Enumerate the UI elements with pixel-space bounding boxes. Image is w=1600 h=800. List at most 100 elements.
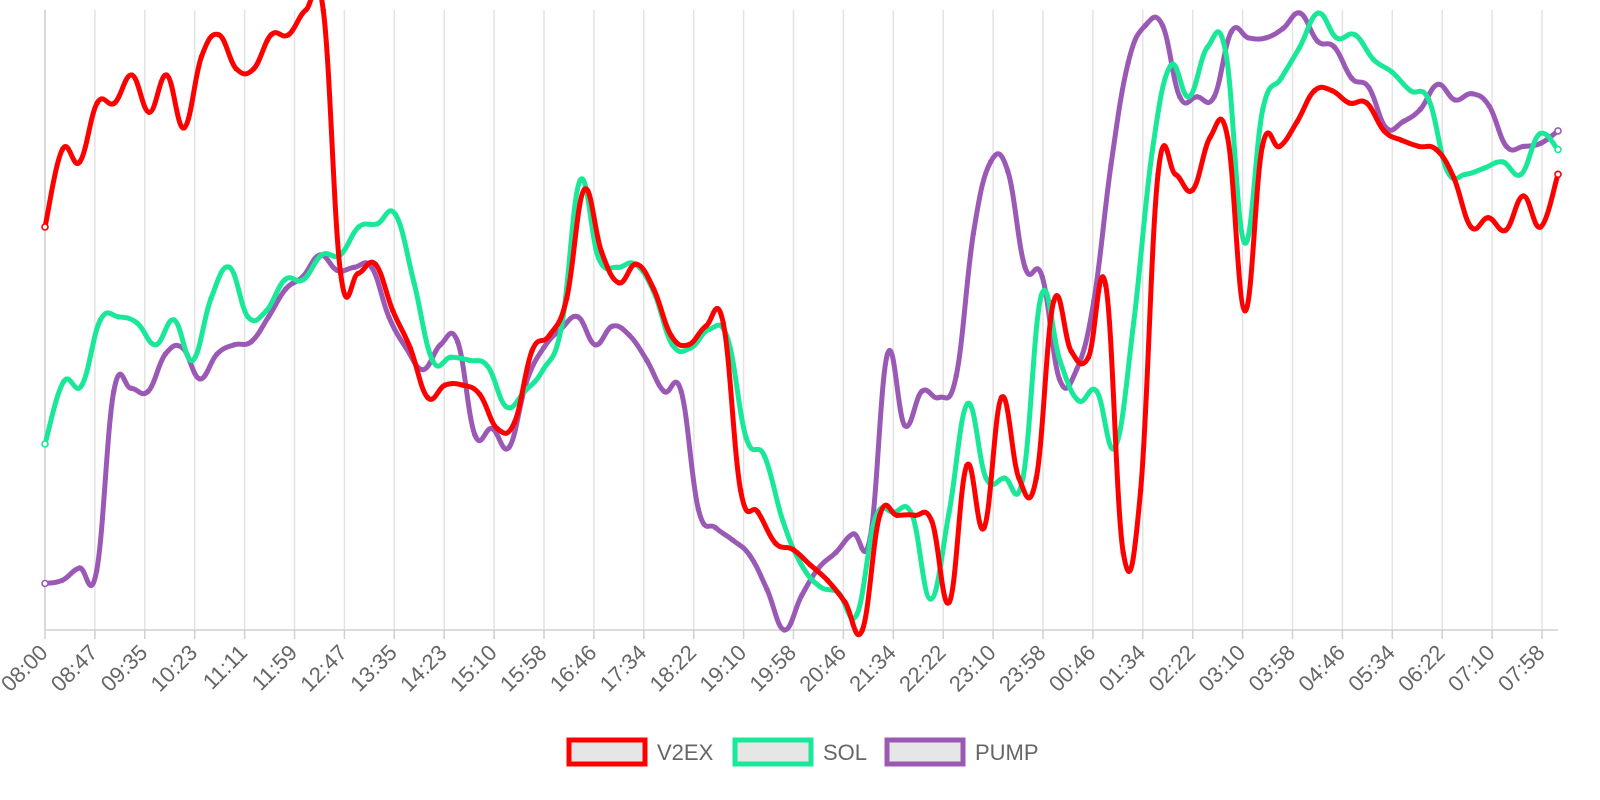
- data-point: [1137, 487, 1144, 494]
- x-tick-label: 07:10: [1443, 640, 1500, 697]
- data-point: [817, 583, 823, 590]
- data-point: [1314, 38, 1321, 44]
- data-point: [833, 549, 839, 556]
- data-point: [76, 565, 83, 571]
- data-point: [1085, 354, 1092, 360]
- data-point: [780, 518, 786, 525]
- data-point: [1242, 308, 1248, 314]
- legend-label: PUMP: [975, 740, 1039, 765]
- x-tick-label: 20:46: [794, 640, 851, 697]
- x-tick-label: 22:22: [894, 640, 951, 697]
- legend-item-pump[interactable]: PUMP: [884, 737, 1039, 767]
- data-point: [162, 351, 169, 357]
- data-point: [355, 270, 361, 277]
- data-point: [1056, 376, 1063, 382]
- data-point: [1538, 140, 1544, 147]
- data-point: [987, 159, 994, 165]
- legend-item-sol[interactable]: SOL: [732, 737, 867, 767]
- data-point: [669, 342, 676, 348]
- data-point: [494, 425, 500, 432]
- data-point: [41, 579, 49, 588]
- data-point: [964, 401, 971, 407]
- data-point: [1120, 549, 1126, 556]
- data-point: [859, 627, 866, 633]
- data-point: [1417, 106, 1424, 112]
- data-point: [1297, 10, 1303, 16]
- data-point: [111, 100, 118, 106]
- data-point: [79, 382, 85, 388]
- data-point: [129, 72, 135, 78]
- data-point: [998, 394, 1005, 401]
- data-point: [448, 354, 454, 360]
- data-point: [1001, 475, 1008, 481]
- data-point: [1481, 165, 1487, 171]
- data-point: [1211, 94, 1217, 100]
- data-point: [661, 388, 667, 394]
- data-point: [1554, 145, 1562, 154]
- data-point: [730, 537, 736, 543]
- data-point: [577, 177, 583, 184]
- data-point: [283, 286, 289, 292]
- data-point: [171, 317, 177, 323]
- data-point: [1057, 357, 1063, 363]
- data-point: [798, 562, 805, 568]
- data-point: [901, 422, 908, 429]
- data-point: [1311, 87, 1318, 94]
- data-point: [153, 342, 159, 348]
- data-point: [1260, 106, 1266, 112]
- data-point: [595, 255, 602, 261]
- data-point: [678, 388, 684, 394]
- data-point: [1416, 143, 1422, 150]
- data-point: [927, 596, 934, 602]
- data-point: [946, 509, 952, 515]
- series-sol: [41, 10, 1562, 621]
- legend-swatch: [884, 737, 966, 767]
- data-point: [477, 391, 483, 398]
- data-point: [134, 320, 140, 326]
- data-point: [1452, 97, 1458, 103]
- data-point: [116, 314, 122, 320]
- data-point: [1159, 22, 1166, 29]
- legend: V2EX SOL PUMP: [566, 737, 1039, 767]
- data-point: [1039, 273, 1045, 280]
- data-point: [911, 512, 918, 518]
- data-point: [1094, 388, 1100, 394]
- data-point: [1103, 283, 1109, 289]
- x-tick-label: 03:10: [1194, 640, 1251, 697]
- x-tick-label: 15:58: [495, 640, 552, 697]
- data-point: [265, 314, 272, 320]
- data-point: [1149, 149, 1155, 156]
- data-point: [1352, 32, 1358, 38]
- legend-label: V2EX: [657, 740, 714, 765]
- data-point: [1536, 131, 1543, 137]
- data-point: [755, 509, 761, 515]
- data-point: [233, 66, 240, 72]
- data-point: [1520, 193, 1526, 199]
- data-point: [1433, 146, 1439, 153]
- data-point: [420, 366, 426, 373]
- data-point: [1177, 94, 1183, 100]
- data-point: [59, 577, 65, 584]
- data-point: [581, 187, 587, 193]
- data-point: [1468, 224, 1474, 230]
- data-point: [1554, 127, 1562, 135]
- data-point: [1207, 134, 1213, 140]
- data-point: [1389, 69, 1395, 75]
- x-tick-label: 08:47: [46, 640, 103, 697]
- legend-item-v2ex[interactable]: V2EX: [566, 737, 714, 767]
- data-point: [263, 308, 270, 314]
- data-point: [454, 339, 461, 345]
- legend-swatch: [566, 737, 648, 767]
- data-point: [1294, 118, 1300, 125]
- x-tick-label: 01:34: [1094, 640, 1151, 697]
- x-axis-ticks: 08:0008:4709:3510:2311:1111:5912:4713:35…: [0, 10, 1558, 696]
- data-point: [41, 223, 49, 231]
- data-point: [1280, 25, 1286, 32]
- x-tick-label: 02:22: [1144, 640, 1201, 697]
- data-point: [319, 252, 325, 258]
- data-point: [128, 385, 134, 391]
- data-point: [208, 295, 214, 301]
- data-point: [355, 224, 362, 230]
- data-point: [442, 382, 448, 388]
